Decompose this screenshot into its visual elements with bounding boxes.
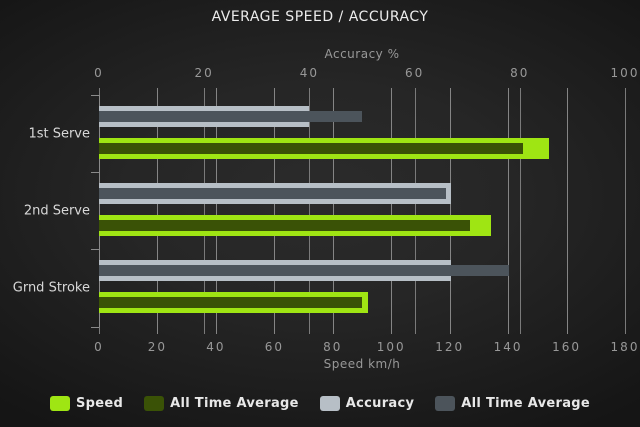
gridline-top-axis xyxy=(519,87,521,334)
bar-accuracy-average[interactable] xyxy=(99,111,362,122)
legend-item-all-time-average-speed[interactable]: All Time Average xyxy=(144,396,299,411)
bar-accuracy-average[interactable] xyxy=(99,265,510,277)
gridline-top-axis xyxy=(309,87,311,334)
bottom-axis-title: Speed km/h xyxy=(323,357,401,371)
bottom-axis-tick-label: 140 xyxy=(493,340,523,354)
gridline-bottom-axis xyxy=(449,87,451,334)
gridline-top-axis xyxy=(204,87,206,334)
legend-label-accuracy: Accuracy xyxy=(345,396,415,411)
legend-label-all-time-average-speed: All Time Average xyxy=(170,396,299,411)
bar-accuracy-average[interactable] xyxy=(99,188,447,200)
legend-swatch-speed xyxy=(49,396,70,411)
bottom-axis-tick-label: 100 xyxy=(376,340,406,354)
bar-speed-average[interactable] xyxy=(99,220,471,232)
gridline-bottom-axis xyxy=(391,87,393,334)
category-label: 2nd Serve xyxy=(23,203,90,219)
category-tick xyxy=(91,95,99,96)
bottom-axis-tick-label: 60 xyxy=(264,340,284,354)
legend: Speed All Time Average Accuracy All Time Av… xyxy=(0,396,640,411)
top-axis-tick-label: 40 xyxy=(299,66,320,80)
gridline-bottom-axis xyxy=(157,87,159,334)
legend-swatch-accuracy xyxy=(319,396,340,411)
bottom-axis-tick-label: 20 xyxy=(147,340,168,354)
top-axis-tick-label: 80 xyxy=(510,66,530,80)
gridline-bottom-axis xyxy=(215,87,217,334)
gridline-top-axis xyxy=(414,87,416,334)
y-axis-line xyxy=(99,95,100,327)
category-tick xyxy=(91,172,99,174)
category-label: 1st Serve xyxy=(28,126,90,142)
category-tick xyxy=(91,249,99,251)
bar-speed-average[interactable] xyxy=(99,297,362,309)
gridline-bottom-axis xyxy=(332,87,334,334)
category-tick xyxy=(91,326,99,328)
top-axis-tick-label: 0 xyxy=(94,66,104,80)
gridline-top-axis xyxy=(625,87,626,334)
bottom-axis-tick-label: 120 xyxy=(435,340,465,354)
bottom-axis-tick-label: 0 xyxy=(94,340,104,354)
legend-label-all-time-average-accuracy: All Time Average xyxy=(461,396,591,411)
gridline-bottom-axis xyxy=(508,87,510,334)
top-axis-tick-label: 60 xyxy=(404,66,425,80)
chart-title: AVERAGE SPEED / ACCURACY xyxy=(211,9,429,25)
gridline-bottom-axis xyxy=(274,87,276,334)
legend-item-all-time-average-accuracy[interactable]: All Time Average xyxy=(435,396,590,411)
top-axis-tick-label: 100 xyxy=(610,66,640,80)
legend-label-speed: Speed xyxy=(75,396,124,411)
legend-swatch-all-time-average-accuracy xyxy=(435,396,456,411)
category-label: Grnd Stroke xyxy=(12,280,90,296)
bottom-axis-tick-label: 80 xyxy=(323,340,343,354)
bottom-axis-tick-label: 180 xyxy=(610,340,640,354)
top-axis-title: Accuracy % xyxy=(324,47,400,61)
bottom-axis-tick-label: 40 xyxy=(206,340,226,354)
legend-item-speed[interactable]: Speed xyxy=(49,396,124,411)
top-axis-tick-label: 20 xyxy=(194,66,214,80)
legend-item-accuracy[interactable]: Accuracy xyxy=(319,396,415,411)
gridline-bottom-axis xyxy=(566,87,568,334)
legend-swatch-all-time-average-speed xyxy=(144,396,165,411)
bar-speed-average[interactable] xyxy=(99,143,523,154)
bottom-axis-tick-label: 160 xyxy=(552,340,581,354)
